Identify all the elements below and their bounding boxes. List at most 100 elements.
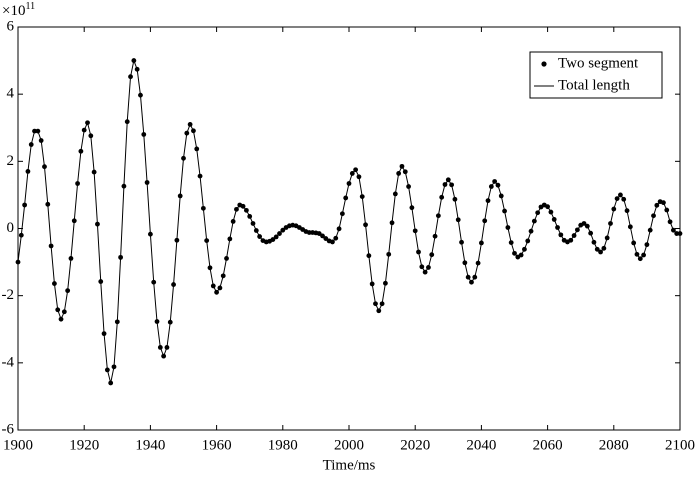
data-point [224,255,229,261]
data-point [75,181,80,186]
data-point [386,251,392,257]
data-point [637,256,643,262]
data-point [148,231,153,237]
data-point [598,249,603,255]
data-point [48,243,54,249]
data-point [498,193,504,199]
data-point [184,130,190,136]
data-point [469,279,474,285]
data-point [535,210,541,216]
data-point [618,192,623,198]
x-tick-label: 1940 [135,437,165,453]
data-point [545,204,550,210]
data-point [677,231,683,236]
y-tick-label: -6 [2,421,15,437]
x-tick-label: 2020 [400,437,430,453]
data-point [379,301,385,307]
data-point [240,203,246,209]
data-point [333,235,339,241]
data-point [631,240,637,246]
data-point [442,182,448,187]
data-point [98,279,104,284]
x-tick-label: 2080 [599,437,629,453]
data-point [61,309,67,315]
data-point [164,344,170,350]
data-point [664,207,670,213]
x-tick-label: 1960 [202,437,232,453]
y-tick-label: 0 [7,220,15,236]
data-point [111,364,117,370]
data-point [151,279,157,285]
data-point [624,208,630,214]
data-point [174,237,180,243]
data-point [614,196,620,202]
data-point [22,202,28,208]
legend-label: Total length [558,77,630,93]
data-point [674,231,680,236]
data-point [548,209,554,215]
data-line [17,58,680,384]
y-tick-label: 6 [7,18,15,34]
data-point [217,285,223,291]
data-point [406,184,411,189]
data-point [95,221,100,227]
data-point [574,227,580,233]
data-point [118,254,124,260]
data-point [320,233,325,239]
data-point [551,217,557,222]
data-point [187,121,193,127]
data-point [42,164,47,170]
legend-marker [541,61,547,67]
data-point [101,331,107,337]
data-point [488,184,494,189]
data-point [78,148,84,154]
data-point [419,264,425,270]
data-point [373,301,378,307]
data-point [654,202,660,208]
data-point [611,206,617,212]
data-point [197,173,203,179]
data-point [389,220,395,226]
data-point [634,251,640,257]
data-point [459,239,464,245]
data-point [462,260,468,266]
data-point [528,228,534,234]
y-tick-label: 4 [7,86,15,102]
data-point [35,128,41,134]
data-point [479,240,484,246]
data-point [376,308,382,314]
data-point [343,195,349,201]
data-point [65,288,71,294]
data-point [667,219,673,225]
data-point [28,142,34,147]
data-point [177,193,183,199]
data-point [502,208,507,214]
data-point [214,289,220,295]
data-point [131,58,137,63]
data-point [445,177,451,183]
data-point [508,240,514,246]
x-tick-label: 1920 [69,437,99,453]
data-point [608,221,613,226]
x-tick-label: 2040 [466,437,496,453]
data-point [482,218,488,224]
data-point [167,319,173,325]
data-point [435,213,441,219]
data-point [621,196,627,202]
data-point [144,180,150,185]
data-point [363,222,368,228]
data-point [25,169,31,174]
data-point [588,230,594,236]
x-tick-label: 2100 [665,437,695,453]
data-point [32,128,37,134]
data-point [250,221,256,226]
data-point [18,232,24,238]
data-point [383,280,388,286]
data-point [531,218,537,224]
data-point [392,191,398,197]
data-point [141,132,147,137]
data-point [161,353,167,359]
data-point [416,249,421,255]
legend-box [529,51,663,99]
